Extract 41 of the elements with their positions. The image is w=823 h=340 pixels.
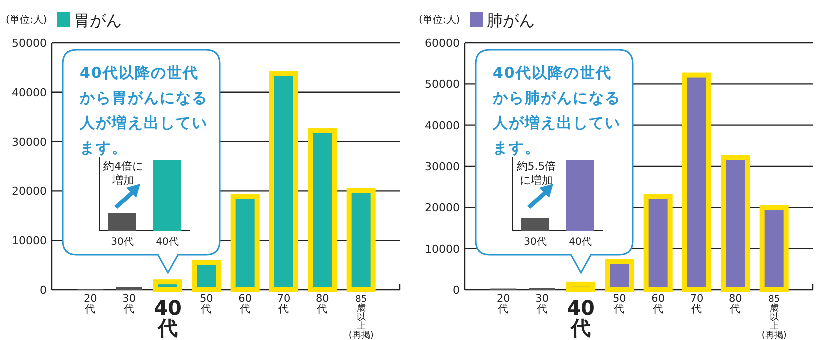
y-tick-label: 40000 <box>425 119 460 132</box>
x-tick-label: 20代 <box>84 293 98 316</box>
x-tick-label: 85歳以上(再掲) <box>348 295 374 340</box>
y-tick-label: 0 <box>40 284 47 297</box>
y-tick-label: 10000 <box>12 234 47 248</box>
y-tick-label: 40000 <box>12 86 47 100</box>
x-tick-label: 80代 <box>728 293 742 316</box>
y-tick-label: 60000 <box>425 37 460 50</box>
x-tick-label: 30代 <box>111 237 134 248</box>
y-axis-title: (単位:人) <box>6 14 48 26</box>
x-tick-label: 30代 <box>524 237 547 248</box>
x-tick-label: 30代 <box>536 293 550 316</box>
y-tick-label: 50000 <box>12 37 47 50</box>
annotation: 約5.5倍に増加 <box>516 160 556 187</box>
annotation: 40代以降の世代から胃がんになる人が増え出しています。 <box>79 64 208 157</box>
annotation: 40代以降の世代から肺がんになる人が増え出しています。 <box>492 64 621 157</box>
y-tick-label: 50000 <box>425 78 460 92</box>
legend-label: 肺がん <box>487 11 535 30</box>
x-tick-label: 60代 <box>238 293 252 316</box>
x-tick-label: 80代 <box>316 293 330 316</box>
x-tick-label: 70代 <box>277 293 291 316</box>
x-tick-label: 20代 <box>496 293 510 316</box>
y-tick-label: 20000 <box>12 185 47 198</box>
y-tick-label: 0 <box>453 284 460 297</box>
x-tick-label: 40代 <box>567 296 595 340</box>
y-tick-label: 20000 <box>425 202 460 215</box>
x-tick-label: 50代 <box>612 293 626 316</box>
y-tick-label: 30000 <box>425 160 460 174</box>
x-tick-label: 40代 <box>154 296 182 340</box>
x-tick-label: 40代 <box>569 237 592 248</box>
x-tick-label: 30代 <box>122 293 136 316</box>
y-tick-label: 10000 <box>425 242 460 256</box>
y-axis-title: (単位:人) <box>419 14 460 26</box>
x-tick-label: 85歳以上(再掲) <box>762 295 787 340</box>
x-tick-label: 40代 <box>156 237 179 248</box>
x-tick-label: 70代 <box>690 293 704 316</box>
x-tick-label: 50代 <box>200 293 214 316</box>
y-tick-label: 30000 <box>12 136 47 149</box>
legend-label: 胃がん <box>74 11 122 30</box>
x-tick-label: 60代 <box>652 293 666 316</box>
annotation: 約4倍に増加 <box>104 160 144 187</box>
